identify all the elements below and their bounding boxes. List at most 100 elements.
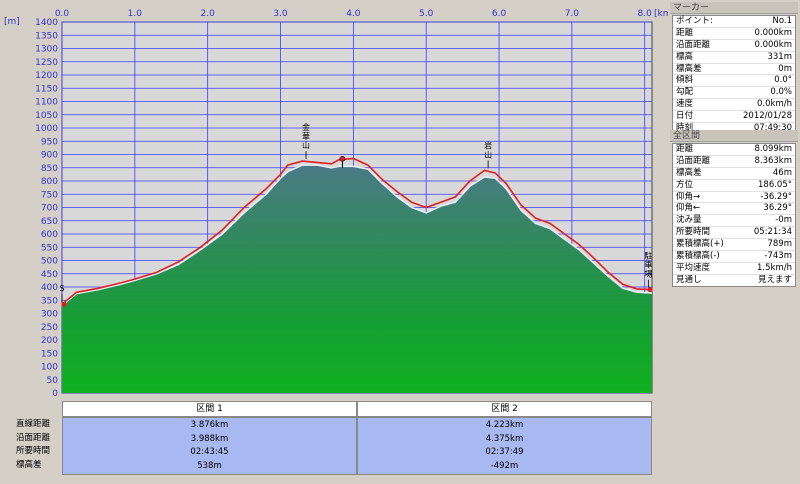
annotation-char: 山 bbox=[302, 140, 310, 150]
info-value: 8.363km bbox=[754, 155, 792, 166]
x-tick-label: 8.0 bbox=[638, 9, 653, 19]
info-row: 標高差 46m bbox=[673, 168, 795, 180]
info-row: 傾斜 0.0° bbox=[673, 75, 795, 88]
info-value: 1.5km/h bbox=[757, 262, 792, 273]
y-tick-label: 1400 bbox=[35, 18, 58, 28]
info-label: 沿面距離 bbox=[676, 155, 711, 166]
terrain-area bbox=[62, 165, 652, 393]
y-unit-label: [m] bbox=[4, 17, 20, 27]
info-row: 標高 331m bbox=[673, 52, 795, 64]
info-label: 標高差 bbox=[676, 167, 702, 178]
info-value: 186.05° bbox=[758, 179, 792, 190]
y-tick-label: 750 bbox=[41, 190, 58, 200]
y-tick-label: 1300 bbox=[35, 45, 58, 55]
y-tick-label: 650 bbox=[41, 217, 58, 227]
terrain-edge bbox=[61, 164, 652, 306]
info-row: 所要時間 05:21:34 bbox=[673, 227, 795, 240]
info-label: 沿面距離 bbox=[676, 39, 711, 50]
y-tick-label: 1150 bbox=[35, 84, 58, 94]
annotation-char: 車 bbox=[644, 260, 652, 270]
info-label: 距離 bbox=[676, 144, 694, 154]
info-value: 36.29° bbox=[763, 203, 792, 214]
info-value: 05:21:34 bbox=[753, 227, 792, 238]
segment-value: 4.375km bbox=[485, 433, 524, 444]
segment-column: 3.876km 3.988km 02:43:45 538m bbox=[62, 417, 357, 475]
segment-row-label: 標高差 bbox=[16, 459, 42, 470]
info-value: 07:49:30 bbox=[753, 123, 792, 134]
info-label: 沈み量 bbox=[676, 215, 702, 226]
y-tick-label: 550 bbox=[41, 243, 58, 253]
x-tick-label: 3.0 bbox=[273, 9, 288, 19]
info-value: 789m bbox=[767, 239, 792, 250]
info-row: 標高差 0m bbox=[673, 64, 795, 76]
y-tick-label: 0 bbox=[52, 389, 58, 399]
info-value: 331m bbox=[767, 51, 792, 62]
y-tick-label: 600 bbox=[41, 230, 58, 240]
info-value: 0.0° bbox=[774, 75, 792, 86]
info-label: 所要時間 bbox=[676, 227, 711, 238]
info-label: 累積標高(-) bbox=[676, 251, 720, 262]
y-tick-label: 700 bbox=[41, 204, 58, 214]
info-value: -36.29° bbox=[760, 191, 792, 202]
info-label: 見通し bbox=[676, 274, 702, 285]
segment-value: 02:43:45 bbox=[190, 447, 229, 457]
info-row: 仰角→ -36.29° bbox=[673, 192, 795, 204]
info-value: 2012/01/28 bbox=[743, 111, 792, 122]
info-row: 勾配 0.0% bbox=[673, 87, 795, 100]
annotation-char: 場 bbox=[644, 269, 652, 279]
info-row: 距離 0.000km bbox=[673, 28, 795, 40]
annotation-char: 岩 bbox=[484, 140, 492, 150]
y-tick-label: 150 bbox=[41, 349, 58, 359]
y-tick-label: 450 bbox=[41, 270, 58, 280]
x-tick-label: 2.0 bbox=[201, 9, 216, 19]
info-label: 方位 bbox=[676, 179, 694, 190]
marker-panel-title: マーカー bbox=[670, 2, 798, 14]
segment-row-label: 直線距離 bbox=[16, 419, 51, 429]
segment-value: 538m bbox=[197, 460, 222, 471]
annotation-label: S bbox=[59, 284, 65, 303]
x-tick-label: 1.0 bbox=[128, 9, 143, 19]
info-value: 0m bbox=[778, 63, 792, 74]
segment-header[interactable]: 区間 2 bbox=[357, 401, 652, 417]
segment-value: 3.876km bbox=[190, 420, 229, 430]
info-value: 46m bbox=[772, 167, 792, 178]
y-tick-label: 800 bbox=[41, 177, 58, 187]
segment-row-label: 沿面距離 bbox=[16, 432, 51, 443]
info-value: 見えます bbox=[757, 274, 792, 285]
y-tick-label: 250 bbox=[41, 323, 58, 333]
end-point bbox=[647, 287, 653, 293]
info-row: 沿面距離 0.000km bbox=[673, 40, 795, 52]
info-row: 沿面距離 8.363km bbox=[673, 156, 795, 168]
annotation-char: 金 bbox=[302, 122, 310, 132]
gps-track-line bbox=[61, 157, 652, 305]
segment-table: 区間 1 3.876km 3.988km 02:43:45 538m 区間 2 4.223k… bbox=[62, 401, 652, 475]
info-label: 仰角→ bbox=[676, 191, 701, 202]
x-tick-label: 0.0 bbox=[55, 9, 70, 19]
y-tick-label: 950 bbox=[41, 137, 58, 147]
info-row: ポイント: No.1 bbox=[673, 16, 795, 28]
info-row: 時刻 07:49:30 bbox=[673, 123, 795, 134]
info-row: 累積標高(+) 789m bbox=[673, 239, 795, 252]
total-panel-title: 全区間 bbox=[670, 130, 798, 142]
y-tick-label: 900 bbox=[41, 151, 58, 161]
info-row: 見通し 見えます bbox=[673, 275, 795, 286]
info-label: 平均速度 bbox=[676, 262, 711, 273]
y-tick-label: 350 bbox=[41, 296, 58, 306]
y-tick-label: 1050 bbox=[35, 111, 58, 121]
elevation-chart[interactable]: 0 50 100 150 200 250 300 350 400 450 500 550 600 650 7… bbox=[0, 0, 668, 400]
info-row: 日付 2012/01/28 bbox=[673, 111, 795, 124]
info-label: 仰角← bbox=[676, 203, 701, 214]
annotation-label: 金華山 bbox=[302, 122, 310, 160]
segment-header[interactable]: 区間 1 bbox=[62, 401, 357, 417]
info-label: 傾斜 bbox=[676, 75, 694, 86]
segment-column: 4.223km 4.375km 02:37:49 -492m bbox=[357, 417, 652, 475]
x-tick-label: 4.0 bbox=[346, 9, 361, 19]
info-label: 日付 bbox=[676, 111, 694, 122]
info-row: 累積標高(-) -743m bbox=[673, 251, 795, 263]
y-tick-label: 300 bbox=[41, 310, 58, 320]
x-tick-label: 5.0 bbox=[419, 9, 434, 19]
segment-value: 02:37:49 bbox=[485, 447, 524, 457]
info-row: 方位 186.05° bbox=[673, 180, 795, 192]
info-value: 0.0% bbox=[770, 87, 792, 98]
